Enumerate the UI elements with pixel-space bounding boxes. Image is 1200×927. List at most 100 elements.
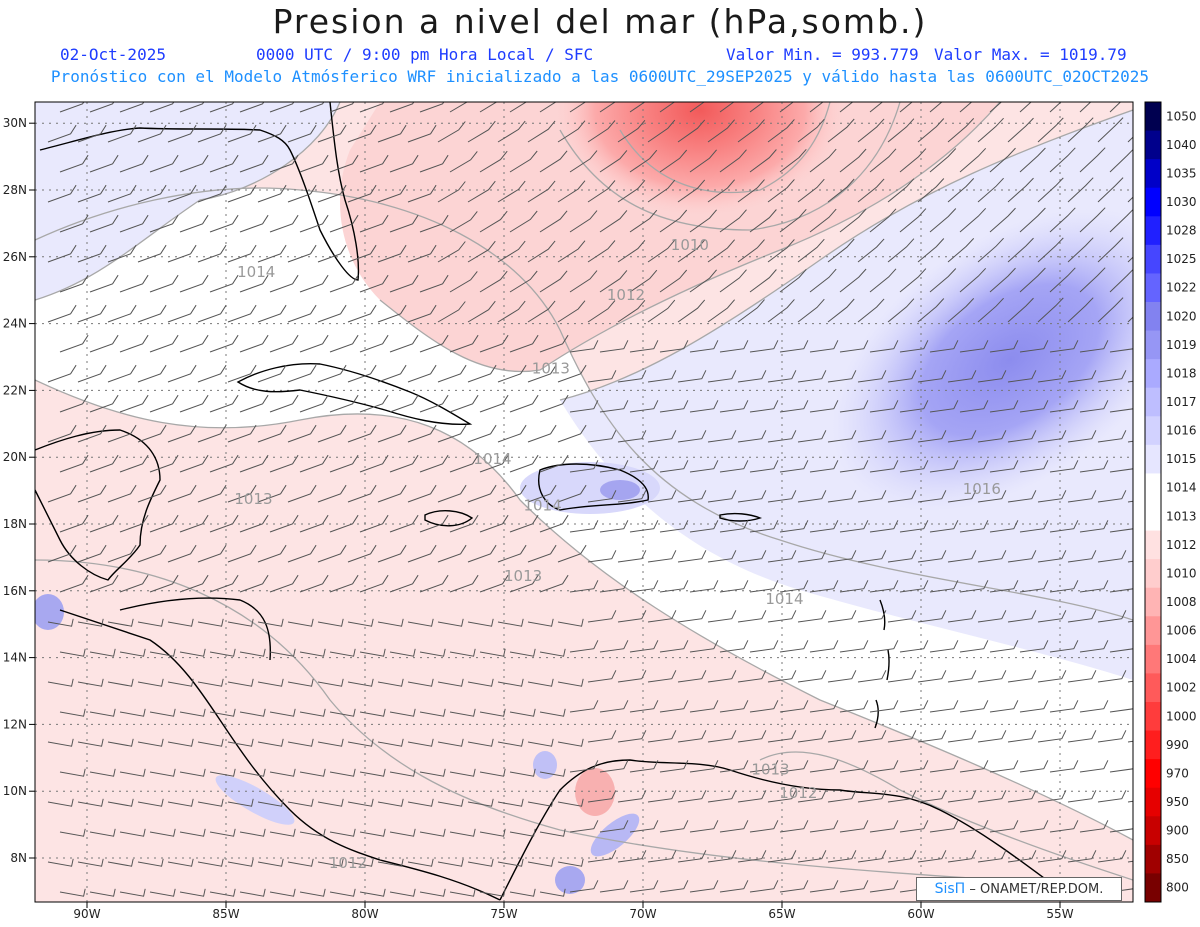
wind-barb — [1067, 790, 1097, 803]
wind-barb — [629, 460, 659, 473]
wind-barb — [179, 454, 209, 473]
wind-barb — [617, 370, 647, 383]
wind-barb — [767, 370, 797, 383]
wind-barb — [1037, 177, 1064, 203]
wind-barb — [539, 150, 568, 173]
wind-barb — [407, 618, 434, 627]
wind-barb — [707, 299, 735, 323]
wind-barb — [749, 880, 779, 893]
wind-barb — [317, 124, 347, 143]
wind-barb — [1049, 760, 1079, 773]
wind-barb — [929, 520, 959, 533]
wind-barb — [359, 214, 389, 233]
wind-barb — [1097, 790, 1127, 803]
wind-barb — [59, 334, 89, 353]
wind-barb — [587, 730, 617, 743]
wind-barb — [617, 550, 647, 563]
wind-barb — [257, 424, 287, 443]
wind-barb — [419, 454, 449, 473]
wind-barb — [59, 102, 85, 113]
wind-barb — [767, 850, 797, 863]
wind-barb — [707, 850, 737, 863]
wind-barb — [707, 370, 737, 383]
wind-barb — [209, 454, 239, 473]
wind-barb — [779, 880, 809, 893]
sispi-logo: SisΠ — [934, 881, 966, 897]
wind-barb — [1049, 520, 1079, 533]
wind-barb — [479, 574, 509, 593]
wind-barb — [719, 760, 749, 773]
wind-barb — [587, 610, 617, 623]
wind-barb — [737, 550, 767, 563]
wind-barb — [467, 858, 494, 867]
wind-barb — [977, 730, 1007, 743]
lon-label: 90W — [73, 907, 100, 921]
wind-barb — [407, 484, 437, 503]
wind-barb — [77, 304, 107, 323]
wind-barb — [359, 154, 389, 173]
wind-barb — [929, 268, 957, 293]
wind-barb — [227, 678, 254, 687]
wind-barb — [1079, 820, 1109, 833]
wind-barb — [527, 738, 554, 747]
wind-barb — [179, 214, 209, 233]
wind-barb — [299, 768, 326, 777]
colorbar-label: 970 — [1166, 766, 1189, 780]
wind-barb — [317, 858, 344, 867]
colorbar-frame — [1144, 101, 1162, 903]
lon-label: 80W — [351, 907, 378, 921]
wind-barb — [137, 544, 167, 563]
wind-barb — [119, 648, 146, 657]
wind-barb — [839, 700, 869, 713]
wind-barb — [917, 370, 947, 383]
wind-barb — [809, 580, 839, 593]
wind-barb — [107, 304, 137, 323]
wind-barb — [689, 760, 719, 773]
wind-barb — [437, 798, 464, 807]
wind-barb — [899, 400, 929, 413]
wind-barb — [719, 700, 749, 713]
wind-barb — [719, 340, 749, 353]
wind-barb — [1097, 297, 1124, 323]
wind-barb — [317, 738, 344, 747]
wind-barb — [629, 640, 659, 653]
wind-barb — [497, 240, 526, 263]
wind-barb — [89, 394, 119, 413]
wind-barb — [269, 768, 296, 777]
wind-barb — [749, 269, 777, 293]
wind-barb — [1019, 820, 1049, 833]
wind-barb — [827, 670, 857, 683]
wind-barb — [149, 102, 175, 113]
wind-barb — [779, 640, 809, 653]
wind-barb — [197, 184, 227, 203]
wind-barb — [1079, 760, 1109, 773]
wind-barb — [389, 574, 419, 593]
wind-barb — [989, 267, 1016, 293]
wind-barb — [977, 117, 1004, 143]
wind-barb — [287, 544, 317, 563]
wind-barb — [239, 768, 266, 777]
wind-barb — [887, 790, 917, 803]
wind-barb — [587, 120, 616, 143]
wind-barb — [479, 768, 506, 777]
wind-barb — [959, 820, 989, 833]
wind-barb — [899, 102, 913, 113]
wind-barb — [239, 514, 269, 533]
lon-label: 65W — [768, 907, 795, 921]
wind-barb — [389, 648, 416, 657]
wind-barb — [929, 340, 959, 353]
wind-barb — [539, 888, 566, 897]
contour-labels: 1014 1010 1012 1013 1014 1013 1014 1016 1013 1014… — [234, 236, 1001, 872]
wind-barb — [989, 400, 1019, 413]
wind-barb — [629, 700, 659, 713]
wind-barb — [1079, 460, 1109, 473]
wind-barb — [677, 730, 707, 743]
wind-barb — [1109, 768, 1133, 773]
wind-barb — [119, 514, 149, 533]
wind-barb — [239, 828, 266, 837]
wind-barb — [269, 574, 299, 593]
wind-barb — [539, 574, 569, 593]
wind-barb — [329, 102, 355, 113]
lon-label: 55W — [1046, 907, 1073, 921]
wind-barb — [227, 364, 257, 383]
